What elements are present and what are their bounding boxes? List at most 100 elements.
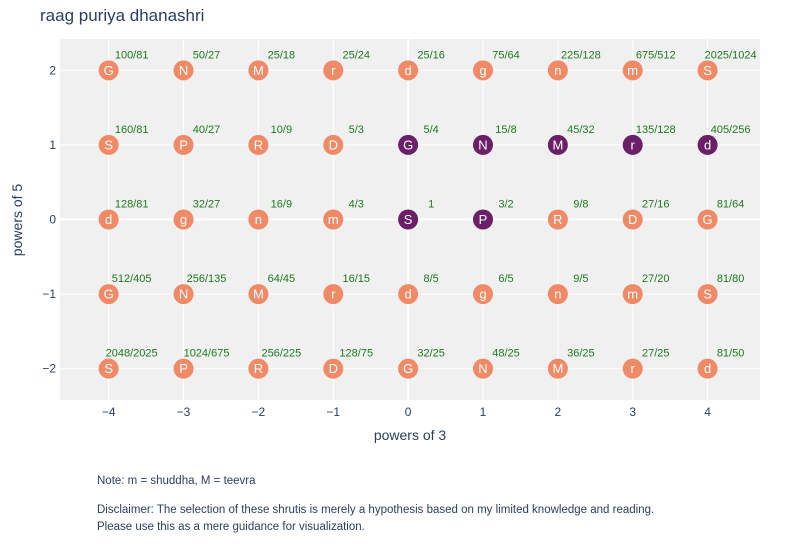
note-point[interactable]: P 3/2 (472, 199, 514, 230)
note-marker[interactable] (622, 209, 643, 230)
note-marker[interactable] (98, 60, 119, 81)
note-marker[interactable] (248, 358, 269, 379)
note-marker[interactable] (472, 284, 493, 305)
note-point[interactable]: m 27/20 (622, 273, 670, 305)
note-marker[interactable] (622, 358, 643, 379)
note-marker[interactable] (173, 284, 194, 305)
note-marker[interactable] (547, 134, 568, 155)
note-marker[interactable] (472, 134, 493, 155)
note-label: d (105, 212, 112, 227)
note-point[interactable]: d 25/16 (398, 49, 445, 81)
note-marker[interactable] (697, 284, 718, 305)
note-marker[interactable] (622, 60, 643, 81)
note-point[interactable]: d 8/5 (398, 273, 439, 305)
note-marker[interactable] (323, 60, 344, 81)
note-point[interactable]: m 4/3 (323, 199, 364, 230)
note-point[interactable]: M 36/25 (547, 348, 595, 379)
ratio-label: 100/81 (115, 49, 149, 61)
note-marker[interactable] (398, 358, 419, 379)
note-point[interactable]: n 16/9 (248, 199, 292, 230)
note-label: d (405, 63, 412, 78)
note-marker[interactable] (173, 60, 194, 81)
note-marker[interactable] (697, 134, 718, 155)
note-marker[interactable] (622, 284, 643, 305)
ratio-label: 25/16 (417, 49, 445, 61)
note-point[interactable]: N 256/135 (173, 273, 227, 305)
note-marker[interactable] (547, 209, 568, 230)
note-point[interactable]: S 2025/1024 (697, 49, 757, 81)
note-point[interactable]: r 25/24 (323, 49, 370, 81)
note-point[interactable]: S1 (398, 199, 434, 230)
note-marker[interactable] (173, 358, 194, 379)
note-point[interactable]: d 81/50 (697, 348, 745, 379)
note-marker[interactable] (323, 358, 344, 379)
note-marker[interactable] (697, 60, 718, 81)
note-marker[interactable] (547, 358, 568, 379)
note-marker[interactable] (173, 209, 194, 230)
note-point[interactable]: g 75/64 (472, 49, 520, 81)
note-point[interactable]: N 15/8 (472, 124, 517, 155)
note-point[interactable]: G 512/405 (98, 273, 152, 305)
note-point[interactable]: G 32/25 (398, 348, 445, 379)
note-label: n (554, 287, 561, 302)
note-marker[interactable] (547, 60, 568, 81)
note-marker[interactable] (398, 60, 419, 81)
note-marker[interactable] (472, 60, 493, 81)
note-point[interactable]: D 5/3 (323, 124, 364, 155)
note-point[interactable]: g 6/5 (472, 273, 514, 305)
note-marker[interactable] (323, 134, 344, 155)
note-marker[interactable] (398, 209, 419, 230)
note-point[interactable]: R 9/8 (547, 199, 589, 230)
note-point[interactable]: N 48/25 (472, 348, 520, 379)
note-point[interactable]: R 10/9 (248, 124, 292, 155)
note-marker[interactable] (323, 209, 344, 230)
note-point[interactable]: G 81/64 (697, 199, 745, 230)
note-point[interactable]: P 40/27 (173, 124, 221, 155)
note-marker[interactable] (173, 134, 194, 155)
note-marker[interactable] (98, 209, 119, 230)
note-point[interactable]: M 25/18 (248, 49, 295, 81)
ratio-label: 16/15 (342, 273, 370, 285)
note-marker[interactable] (472, 209, 493, 230)
note-marker[interactable] (98, 284, 119, 305)
note-marker[interactable] (398, 134, 419, 155)
note-point[interactable]: S 81/80 (697, 273, 745, 305)
note-marker[interactable] (547, 284, 568, 305)
note-point[interactable]: r 27/25 (622, 348, 670, 379)
note-marker[interactable] (323, 284, 344, 305)
note-marker[interactable] (472, 358, 493, 379)
note-point[interactable]: D 27/16 (622, 199, 670, 230)
note-marker[interactable] (248, 284, 269, 305)
note-marker[interactable] (398, 284, 419, 305)
note-point[interactable]: M 45/32 (547, 124, 595, 155)
note-point[interactable]: r 16/15 (323, 273, 370, 305)
note-marker[interactable] (622, 134, 643, 155)
note-point[interactable]: g 32/27 (173, 199, 221, 230)
note-marker[interactable] (697, 209, 718, 230)
note-point[interactable]: n 9/5 (547, 273, 589, 305)
note-marker[interactable] (248, 209, 269, 230)
ratio-label: 75/64 (492, 49, 520, 61)
note-point[interactable]: M 64/45 (248, 273, 295, 305)
note-point[interactable]: G 5/4 (398, 124, 439, 155)
note-point[interactable]: N 50/27 (173, 49, 221, 81)
note-point[interactable]: m 675/512 (622, 49, 676, 81)
note-marker[interactable] (248, 134, 269, 155)
note-legend: Note: m = shuddha, M = teevra (97, 475, 256, 487)
note-marker[interactable] (98, 134, 119, 155)
note-label: R (254, 361, 263, 376)
note-marker[interactable] (98, 358, 119, 379)
note-marker[interactable] (248, 60, 269, 81)
note-marker[interactable] (697, 358, 718, 379)
